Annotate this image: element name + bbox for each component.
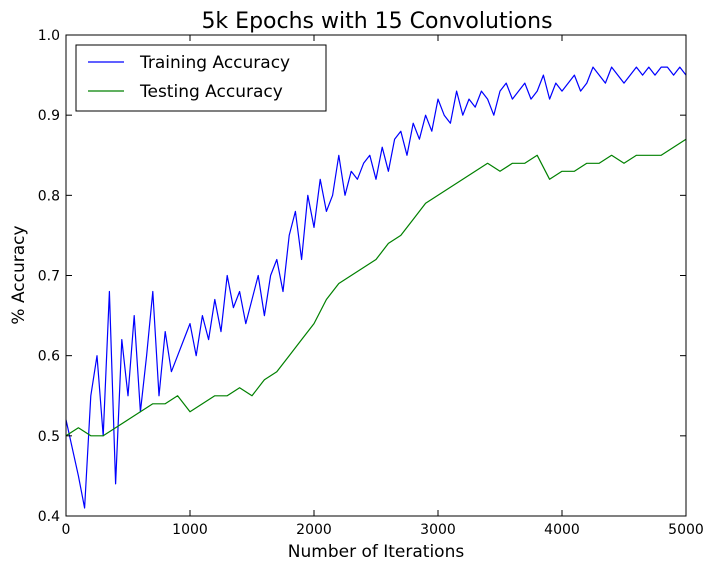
y-tick-label: 0.4: [38, 509, 60, 525]
x-axis-title: Number of Iterations: [288, 542, 465, 562]
y-tick-label: 1.0: [38, 28, 60, 44]
y-tick-label: 0.8: [38, 188, 60, 204]
y-tick-label: 0.9: [38, 108, 60, 124]
y-tick-label: 0.7: [38, 269, 60, 285]
chart-title: 5k Epochs with 15 Convolutions: [201, 9, 552, 34]
legend-box: [75, 44, 327, 112]
x-tick-label: 4000: [544, 522, 580, 538]
y-tick-label: 0.6: [38, 349, 60, 365]
series-line-training-accuracy: [65, 66, 687, 509]
ticks-layer: 0 1000 2000 3000 4000 5000 0.4 0.5 0.6 0.7 0.8 0.9 1…: [38, 28, 704, 538]
x-tick-label: 3000: [420, 522, 456, 538]
legend-label-testing-accuracy: Testing Accuracy: [139, 82, 283, 102]
y-axis-title: % Accuracy: [9, 225, 29, 324]
x-tick-label: 2000: [296, 522, 332, 538]
x-tick-label: 0: [62, 522, 71, 538]
series-layer: [65, 66, 687, 509]
y-tick-label: 0.5: [38, 429, 60, 445]
legend: Training Accuracy Testing Accuracy: [75, 44, 327, 112]
series-line-testing-accuracy: [65, 138, 687, 437]
legend-label-training-accuracy: Training Accuracy: [139, 53, 290, 73]
x-tick-label: 5000: [668, 522, 704, 538]
x-tick-label: 1000: [172, 522, 208, 538]
